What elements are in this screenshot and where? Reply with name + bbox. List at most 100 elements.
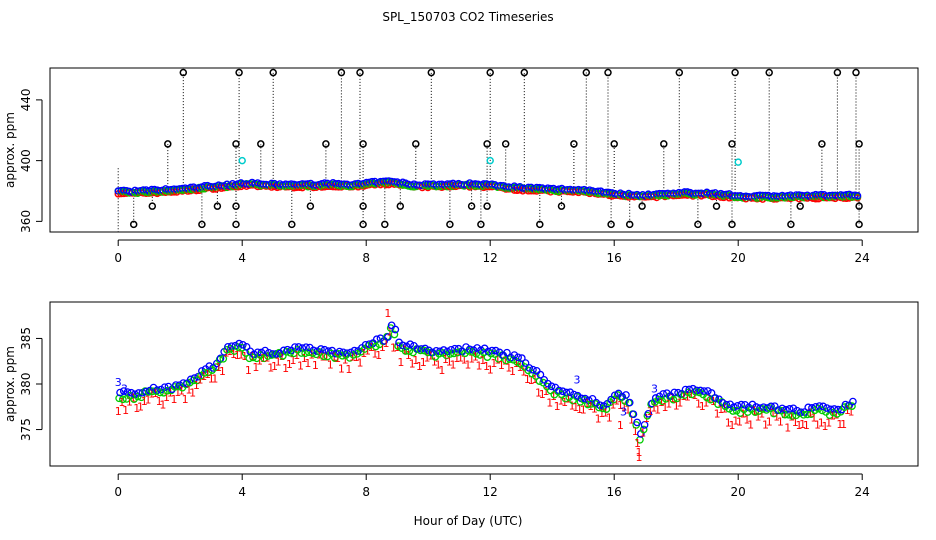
spike-low-point [625, 220, 634, 229]
series-1-point: 1 [137, 400, 144, 413]
series-1-point: 1 [215, 361, 222, 374]
series-1-point: 1 [509, 365, 516, 378]
series-2-point [349, 351, 358, 359]
series-1-point: 1 [669, 392, 676, 405]
series-1-point: 1 [435, 358, 442, 371]
spike-high-point [604, 68, 612, 77]
series-1-point: 1 [680, 390, 687, 403]
spike-midlow-point [359, 202, 367, 210]
spike-low-point [288, 220, 296, 229]
series-1-point: 1 [286, 358, 293, 371]
series-1-point: 1 [156, 395, 163, 408]
series-1-point: 1 [264, 352, 271, 365]
y-tick-label: 400 [19, 149, 33, 172]
series-1-point: 1 [684, 391, 691, 404]
y-tick-label: 375 [19, 418, 33, 441]
series-3-point [294, 343, 303, 351]
spike-high-point [852, 68, 860, 77]
series-2-point [669, 395, 678, 404]
series-1-point: 1 [141, 395, 148, 408]
series-1-point: 1 [476, 360, 483, 373]
series-1-point: 1 [450, 358, 457, 371]
series-1-point: 1 [773, 410, 780, 423]
series-1-spike: 1 [634, 437, 641, 450]
series-1-point: 1 [717, 403, 724, 416]
series-3-label: 3 [121, 383, 128, 396]
spike-midlow-point [712, 202, 721, 210]
series-1-point: 1 [115, 405, 122, 418]
series-3-point [785, 405, 794, 413]
series-1-point: 1 [781, 408, 788, 421]
x-tick-label: 4 [238, 485, 246, 499]
series-1-spike: 1 [617, 419, 624, 432]
spike-high-point [582, 68, 591, 77]
series-1-point: 1 [688, 388, 695, 401]
series-1-point: 1 [453, 352, 460, 365]
spike-high-point [356, 68, 364, 77]
series-3-point [767, 402, 775, 411]
series-3-point [711, 394, 720, 402]
series-3-point [317, 345, 325, 353]
series-1-point: 1 [665, 397, 672, 410]
x-tick-label: 20 [731, 485, 746, 499]
series-2-point [810, 406, 819, 415]
series-2-point [137, 393, 146, 402]
series-1-point: 1 [397, 356, 404, 369]
series-2-point [119, 395, 127, 404]
series-1-point: 1 [702, 396, 709, 409]
series-2-point [781, 410, 789, 419]
spike-low-point [359, 220, 367, 229]
spike-low-point [129, 220, 138, 229]
series-1-point: 1 [122, 404, 129, 417]
series-1-point: 1 [163, 391, 170, 404]
series-1-point: 1 [171, 393, 178, 406]
series-3-label: 3 [651, 383, 658, 396]
series-2-point [200, 369, 209, 377]
series-2-point [371, 342, 380, 351]
spike-midlow-point [467, 202, 476, 210]
series-2-point [531, 372, 540, 380]
spike-mid-point [322, 140, 330, 148]
series-2-point [193, 376, 202, 385]
y-axis-title: approx. ppm [3, 346, 17, 422]
series-2-point [572, 392, 581, 401]
series-1-point: 1 [840, 418, 847, 431]
series-1-point: 1 [654, 403, 661, 416]
series-3-point [242, 342, 251, 351]
x-tick-label: 24 [855, 251, 870, 265]
series-2-point [219, 354, 228, 363]
series-2-point [297, 349, 306, 357]
x-tick-label: 0 [114, 485, 122, 499]
spike-midlow-point [796, 202, 804, 210]
series-3-point [610, 391, 619, 400]
series-3-point [823, 404, 831, 412]
series-2-point [450, 349, 458, 358]
series-3-point [853, 192, 862, 200]
series-1-point: 1 [401, 343, 408, 356]
spike-low-point [198, 220, 206, 229]
series-3-point [529, 365, 537, 374]
spike-low-point [728, 220, 736, 229]
series-1-point: 1 [795, 419, 802, 432]
spike-midlow-point [306, 202, 315, 210]
series-1-point: 1 [565, 392, 572, 405]
series-1-point: 1 [609, 398, 616, 411]
series-1-point: 1 [420, 356, 427, 369]
series-1-point: 1 [822, 420, 829, 433]
spike-high-point [731, 68, 739, 77]
series-3-point [558, 387, 567, 396]
series-2-point [602, 405, 611, 413]
series-1-point: 1 [130, 392, 137, 405]
series-3-label: 3 [620, 405, 627, 418]
series-1-point: 1 [632, 425, 639, 438]
series-1-point: 1 [810, 411, 817, 424]
series-1-point: 1 [144, 394, 151, 407]
series-3-point [391, 325, 400, 334]
series-1-point: 1 [412, 354, 419, 367]
series-2-point [513, 358, 522, 366]
series-1-point: 1 [334, 352, 341, 365]
series-3-point [365, 340, 374, 349]
series-1-point: 1 [133, 402, 140, 415]
spike-mid-point [570, 140, 578, 148]
x-tick-label: 8 [362, 251, 370, 265]
